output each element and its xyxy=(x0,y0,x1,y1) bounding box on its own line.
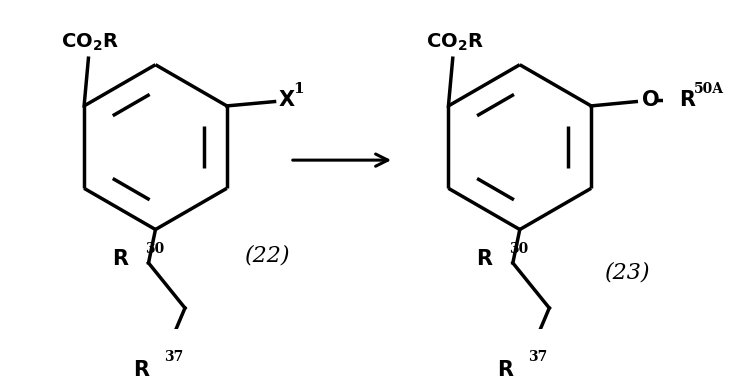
Text: 50A: 50A xyxy=(694,82,724,96)
Text: 37: 37 xyxy=(528,350,548,364)
Text: (23): (23) xyxy=(605,262,651,284)
Text: (22): (22) xyxy=(246,245,291,266)
Text: $\mathbf{O}$: $\mathbf{O}$ xyxy=(641,90,659,110)
Text: 1: 1 xyxy=(294,82,304,96)
Text: 37: 37 xyxy=(164,350,184,364)
Text: $\mathbf{R}$: $\mathbf{R}$ xyxy=(679,90,696,110)
Text: $\mathbf{CO_2R}$: $\mathbf{CO_2R}$ xyxy=(61,32,119,53)
Text: $\mathbf{R}$: $\mathbf{R}$ xyxy=(132,360,150,378)
Text: $\mathbf{X}$: $\mathbf{X}$ xyxy=(278,90,296,110)
Text: 30: 30 xyxy=(145,242,164,256)
Text: $\mathbf{R}$: $\mathbf{R}$ xyxy=(112,249,130,269)
Text: $\mathbf{R}$: $\mathbf{R}$ xyxy=(477,249,494,269)
Text: $\mathbf{R}$: $\mathbf{R}$ xyxy=(497,360,514,378)
Text: $\mathbf{CO_2R}$: $\mathbf{CO_2R}$ xyxy=(425,32,483,53)
Text: 30: 30 xyxy=(509,242,528,256)
